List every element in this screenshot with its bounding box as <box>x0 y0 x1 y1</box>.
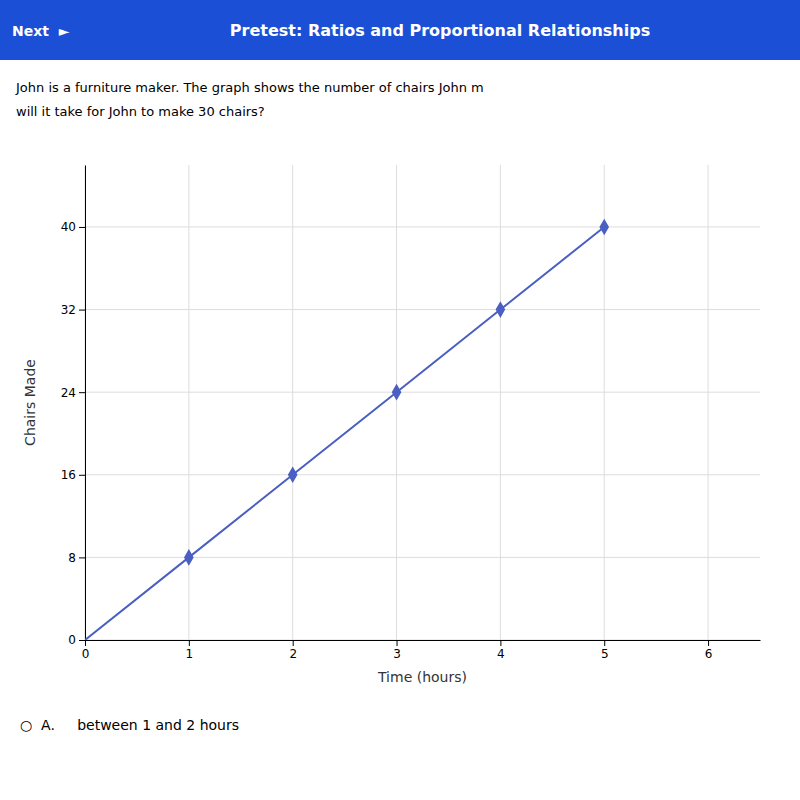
y-tick: 24 <box>61 386 85 400</box>
title: Pretest: Ratios and Proportional Relatio… <box>230 21 650 40</box>
x-tick-mark <box>500 640 501 646</box>
x-tick-mark <box>604 640 605 646</box>
grid-line-y <box>85 474 760 475</box>
y-tick-mark <box>79 392 85 393</box>
x-tick-label: 0 <box>82 647 90 661</box>
data-point <box>288 466 298 483</box>
x-axis-line <box>86 640 761 641</box>
answer-text: ○ A. between 1 and 2 hours <box>20 717 239 733</box>
y-tick-label: 40 <box>61 220 76 234</box>
x-tick-label: 3 <box>393 647 401 661</box>
x-tick-label: 2 <box>289 647 297 661</box>
y-tick-mark <box>79 310 85 311</box>
grid-line-x <box>604 165 605 640</box>
data-point <box>599 219 609 236</box>
x-axis-title: Time (hours) <box>377 669 467 685</box>
x-tick-mark <box>85 640 86 646</box>
nav-text: Next ► <box>12 23 70 39</box>
y-axis-line <box>85 166 86 641</box>
x-tick-mark <box>708 640 709 646</box>
y-tick-label: 24 <box>61 386 76 400</box>
x-axis: 0 1 2 3 4 5 6 <box>82 640 761 661</box>
x-tick-mark <box>397 640 398 646</box>
x-tick: 4 <box>497 640 505 661</box>
grid-line-y <box>85 392 760 393</box>
y-tick-label: 32 <box>61 303 76 317</box>
data-point <box>496 301 506 318</box>
data-point <box>392 384 402 401</box>
grid-line-y <box>85 309 760 310</box>
grid-line-x <box>708 165 709 640</box>
question-line: John is a furniture maker. The graph sho… <box>15 80 484 95</box>
x-tick-mark <box>189 640 190 646</box>
y-tick: 0 <box>68 633 85 647</box>
question-text: John is a furniture maker. The graph sho… <box>15 80 484 119</box>
x-tick: 3 <box>393 640 401 661</box>
grid-line-x <box>292 165 293 640</box>
x-tick: 6 <box>705 640 713 661</box>
y-tick-label: 16 <box>61 468 76 482</box>
y-axis-title: Chairs Made <box>22 359 38 446</box>
y-tick-label: 8 <box>68 551 76 565</box>
y-tick-mark <box>79 640 85 641</box>
page: Next ► Pretest: Ratios and Proportional R… <box>0 0 800 800</box>
x-tick-label: 1 <box>186 647 194 661</box>
y-tick: 16 <box>61 468 85 482</box>
y-axis: 0 8 16 24 32 40 <box>61 166 86 648</box>
y-tick-mark <box>79 227 85 228</box>
plot-marks <box>85 219 609 640</box>
y-tick-mark <box>79 557 85 558</box>
x-tick: 1 <box>186 640 194 661</box>
grid-line-y <box>85 640 760 641</box>
x-tick: 5 <box>601 640 609 661</box>
grid <box>85 165 760 640</box>
data-line <box>85 227 604 640</box>
y-tick: 8 <box>68 551 85 565</box>
grid-line-x <box>85 165 86 640</box>
data-point <box>184 549 194 566</box>
header-bar <box>0 0 800 60</box>
grid-line-x <box>188 165 189 640</box>
x-tick-label: 5 <box>601 647 609 661</box>
grid-line-y <box>85 226 760 227</box>
x-tick-mark <box>293 640 294 646</box>
grid-line-x <box>396 165 397 640</box>
y-tick-mark <box>79 475 85 476</box>
grid-line-x <box>500 165 501 640</box>
x-tick-label: 6 <box>705 647 713 661</box>
x-tick: 0 <box>82 640 90 661</box>
x-tick: 2 <box>289 640 297 661</box>
y-tick: 32 <box>61 303 85 317</box>
question-line: will it take for John to make 30 chairs? <box>16 104 265 119</box>
y-tick: 40 <box>61 220 85 234</box>
x-tick-label: 4 <box>497 647 505 661</box>
y-tick-label: 0 <box>68 633 76 647</box>
